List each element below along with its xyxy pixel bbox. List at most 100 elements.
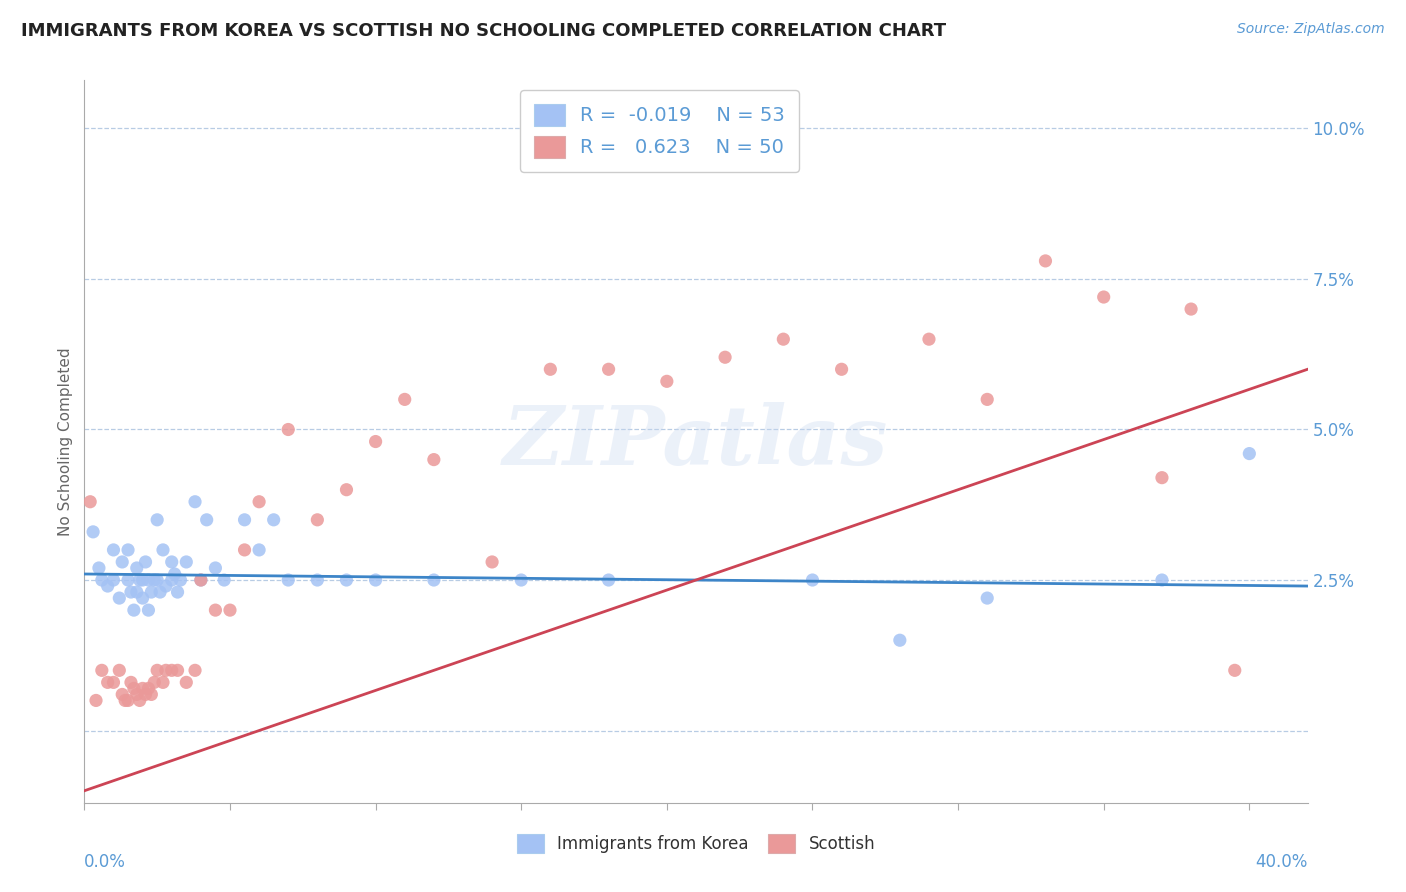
Point xyxy=(190,573,212,587)
Point xyxy=(233,542,256,557)
Point xyxy=(1223,664,1246,678)
Point xyxy=(394,392,416,407)
Point xyxy=(125,561,148,575)
Point xyxy=(90,664,112,678)
Point xyxy=(128,573,150,587)
Point xyxy=(155,664,177,678)
Point xyxy=(263,513,285,527)
Point xyxy=(82,524,104,539)
Point xyxy=(120,585,142,599)
Point xyxy=(1035,253,1057,268)
Point xyxy=(117,542,139,557)
Point xyxy=(135,687,157,701)
Text: ZIPatlas: ZIPatlas xyxy=(503,401,889,482)
Point xyxy=(184,664,207,678)
Point xyxy=(79,494,101,508)
Point xyxy=(212,573,235,587)
Point xyxy=(131,591,153,606)
Point xyxy=(335,573,357,587)
Point xyxy=(184,494,207,508)
Point xyxy=(90,573,112,587)
Point xyxy=(364,434,387,449)
Point xyxy=(204,603,226,617)
Point xyxy=(114,693,136,707)
Point xyxy=(103,573,125,587)
Point xyxy=(111,687,134,701)
Point xyxy=(152,675,174,690)
Point xyxy=(801,573,824,587)
Point xyxy=(1150,573,1173,587)
Point xyxy=(204,561,226,575)
Point xyxy=(97,675,120,690)
Point xyxy=(131,573,153,587)
Point xyxy=(247,542,270,557)
Point xyxy=(335,483,357,497)
Point xyxy=(166,585,188,599)
Y-axis label: No Schooling Completed: No Schooling Completed xyxy=(58,347,73,536)
Point xyxy=(131,681,153,696)
Point xyxy=(772,332,794,346)
Point xyxy=(481,555,503,569)
Point xyxy=(138,603,160,617)
Point xyxy=(143,573,166,587)
Point xyxy=(143,675,166,690)
Point xyxy=(976,591,998,606)
Point xyxy=(103,675,125,690)
Point xyxy=(538,362,561,376)
Point xyxy=(128,693,150,707)
Point xyxy=(117,693,139,707)
Point xyxy=(219,603,242,617)
Point xyxy=(831,362,853,376)
Point xyxy=(160,573,183,587)
Point xyxy=(598,362,620,376)
Point xyxy=(108,664,131,678)
Text: Source: ZipAtlas.com: Source: ZipAtlas.com xyxy=(1237,22,1385,37)
Point xyxy=(125,585,148,599)
Text: 0.0%: 0.0% xyxy=(84,854,127,871)
Point xyxy=(598,573,620,587)
Point xyxy=(108,591,131,606)
Point xyxy=(1239,446,1261,460)
Text: IMMIGRANTS FROM KOREA VS SCOTTISH NO SCHOOLING COMPLETED CORRELATION CHART: IMMIGRANTS FROM KOREA VS SCOTTISH NO SCH… xyxy=(21,22,946,40)
Text: 40.0%: 40.0% xyxy=(1256,854,1308,871)
Point xyxy=(141,687,163,701)
Point xyxy=(423,452,446,467)
Point xyxy=(138,573,160,587)
Point xyxy=(125,687,148,701)
Point xyxy=(277,422,299,436)
Point xyxy=(190,573,212,587)
Point xyxy=(141,585,163,599)
Point xyxy=(84,693,107,707)
Point xyxy=(146,573,169,587)
Point xyxy=(152,542,174,557)
Point xyxy=(174,675,197,690)
Point xyxy=(87,561,110,575)
Point xyxy=(174,555,197,569)
Point xyxy=(1180,301,1202,317)
Point xyxy=(195,513,218,527)
Point xyxy=(655,374,678,388)
Point xyxy=(122,681,145,696)
Point xyxy=(97,579,120,593)
Point xyxy=(1092,290,1115,304)
Point xyxy=(146,664,169,678)
Point xyxy=(423,573,446,587)
Point xyxy=(976,392,998,407)
Point xyxy=(122,603,145,617)
Point xyxy=(510,573,533,587)
Point xyxy=(163,567,186,582)
Point xyxy=(233,513,256,527)
Point xyxy=(146,513,169,527)
Point xyxy=(149,585,172,599)
Point xyxy=(160,555,183,569)
Point xyxy=(277,573,299,587)
Point xyxy=(135,555,157,569)
Point xyxy=(160,664,183,678)
Point xyxy=(120,675,142,690)
Point xyxy=(918,332,941,346)
Point xyxy=(103,542,125,557)
Legend: Immigrants from Korea, Scottish: Immigrants from Korea, Scottish xyxy=(510,827,882,860)
Point xyxy=(111,555,134,569)
Point xyxy=(307,573,329,587)
Point xyxy=(155,579,177,593)
